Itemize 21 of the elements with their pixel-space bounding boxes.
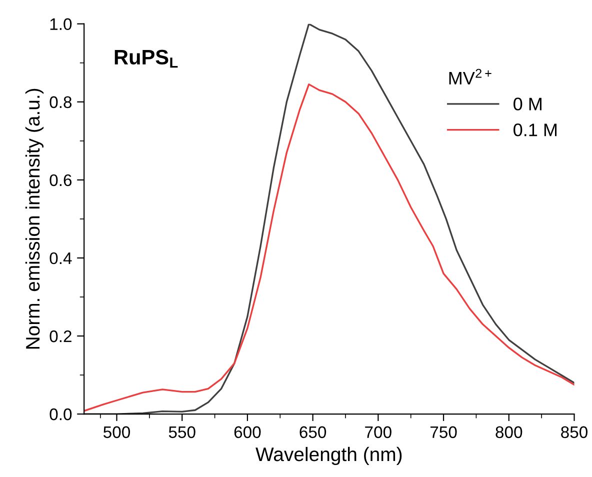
x-tick-label: 500 [104, 426, 130, 438]
y-axis-title: Norm. emission intensity (a.u.) [25, 88, 44, 349]
x-tick-label: 550 [168, 426, 196, 438]
annotation: RuPS$_{L}$ [114, 50, 178, 68]
y-tick-label: 0.8 [50, 96, 72, 108]
y-tick-label: 1.0 [50, 18, 72, 30]
y-tick-label: 0.4 [50, 252, 72, 264]
x-axis-title: Wavelength (nm) [256, 446, 402, 466]
y-tick-label: 0.6 [50, 174, 72, 186]
x-tick-label: 650 [300, 426, 326, 438]
legend-title: MV$^{2+}$ [449, 68, 492, 84]
legend-label: 0 M [514, 98, 542, 110]
x-tick-label: 850 [561, 426, 588, 438]
line-series [84, 83, 574, 412]
x-tick-label: 700 [365, 426, 392, 438]
legend-label: 0.1 M [514, 124, 557, 136]
y-tick-label: 0.0 [50, 408, 72, 420]
y-tick-label: 0.2 [50, 330, 72, 342]
x-tick-label: 600 [234, 426, 261, 438]
x-tick-label: 800 [496, 426, 522, 438]
x-tick-label: 750 [430, 426, 457, 438]
